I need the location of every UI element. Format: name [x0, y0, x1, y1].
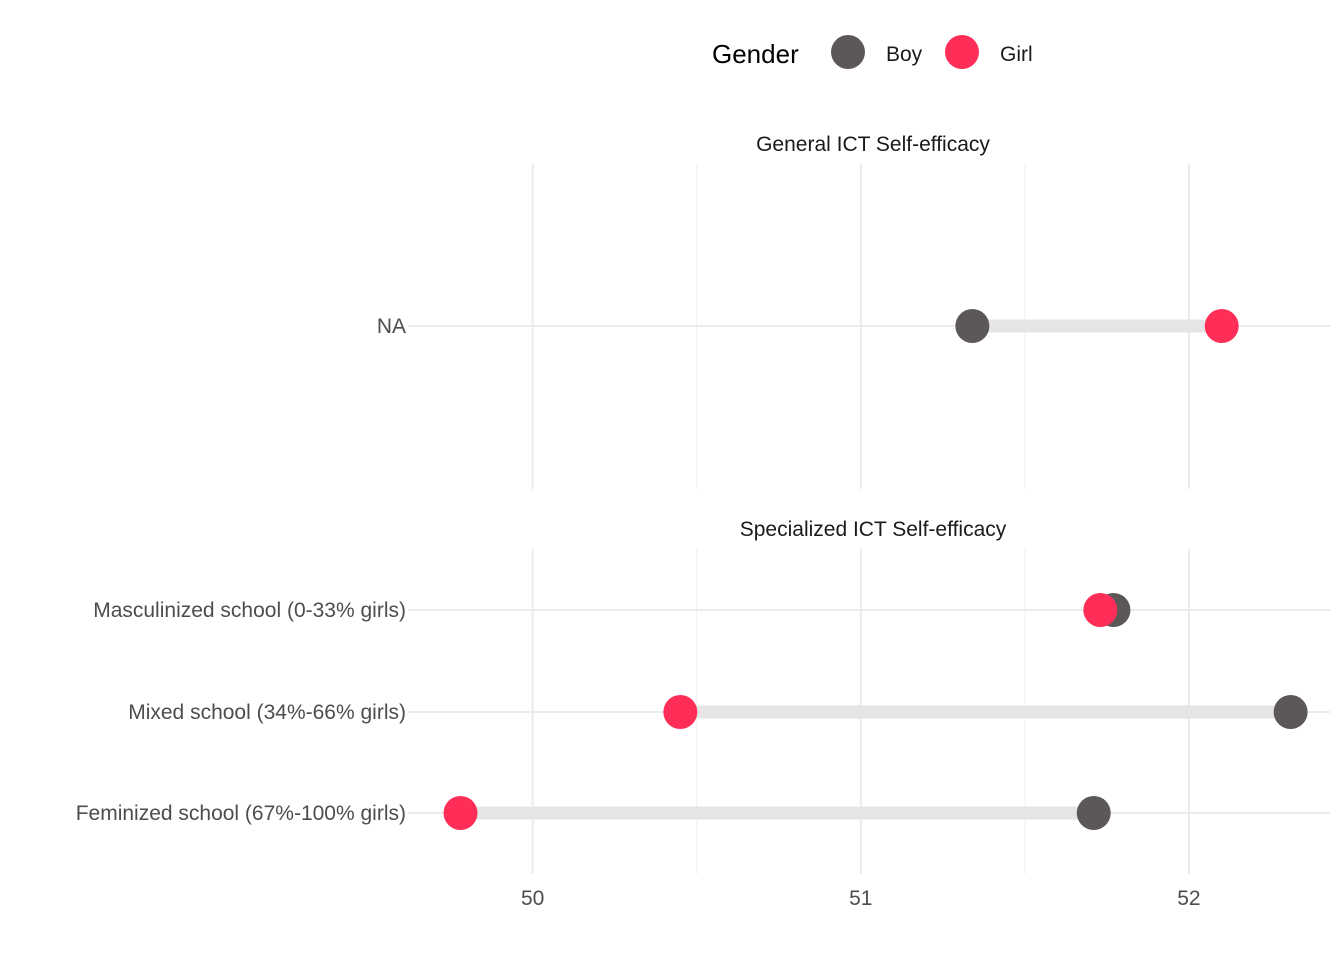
- point-girl-feminized-school-67-100-girls: [443, 796, 478, 830]
- legend-label-girl: Girl: [1000, 43, 1033, 66]
- point-girl-mixed-school-34-66-girls: [663, 695, 698, 729]
- point-boy-feminized-school-67-100-girls: [1076, 796, 1111, 830]
- y-tick-label: Mixed school (34%-66% girls): [128, 701, 406, 724]
- panel-general-marks: [955, 309, 1239, 343]
- panel-general-y-ticks: NA: [377, 315, 406, 338]
- panel-title-specialized: Specialized ICT Self-efficacy: [740, 518, 1007, 541]
- x-axis: 50 51 52: [521, 887, 1201, 910]
- y-tick-label: Feminized school (67%-100% girls): [76, 802, 406, 825]
- point-boy-na: [955, 309, 990, 343]
- x-tick-label: 50: [521, 887, 544, 910]
- y-tick-label: NA: [377, 315, 406, 338]
- legend-key-girl: [945, 35, 979, 69]
- y-tick-label: Masculinized school (0-33% girls): [93, 599, 406, 622]
- x-tick-label: 52: [1177, 887, 1200, 910]
- panel-specialized-y-ticks: Masculinized school (0-33% girls) Mixed s…: [76, 599, 406, 825]
- point-girl-masculinized-school-0-33-girls: [1083, 593, 1118, 627]
- legend: Gender Boy Girl: [712, 35, 1033, 69]
- legend-title: Gender: [712, 39, 799, 69]
- panel-specialized-marks: [443, 593, 1308, 830]
- point-boy-mixed-school-34-66-girls: [1273, 695, 1308, 729]
- legend-key-boy: [831, 35, 865, 69]
- panel-general: General ICT Self-efficacy NA: [377, 133, 1330, 489]
- panel-specialized: Specialized ICT Self-efficacy Masculiniz…: [76, 518, 1330, 874]
- panel-title-general: General ICT Self-efficacy: [756, 133, 990, 156]
- point-girl-na: [1204, 309, 1239, 343]
- x-tick-label: 51: [849, 887, 872, 910]
- legend-label-boy: Boy: [886, 43, 923, 66]
